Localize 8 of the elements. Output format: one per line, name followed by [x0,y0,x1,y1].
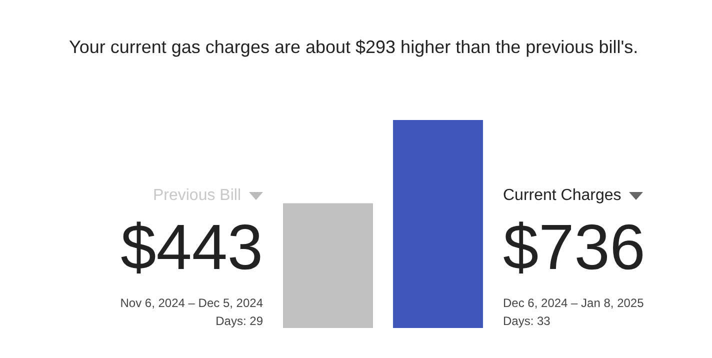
x-tick-label: Current Charges [503,187,622,205]
annotation: Nov 6, 2024 – Dec 5, 2024 [120,296,263,310]
chart-title: Your current gas charges are about $293 higher than the previous bill's. [69,37,638,57]
annotation: $736 [503,210,646,285]
annotation: Days: 29 [216,314,263,328]
annotation: Days: 33 [503,314,550,328]
annotation: $443 [120,210,263,285]
annotation: Dec 6, 2024 – Jan 8, 2025 [503,296,644,310]
